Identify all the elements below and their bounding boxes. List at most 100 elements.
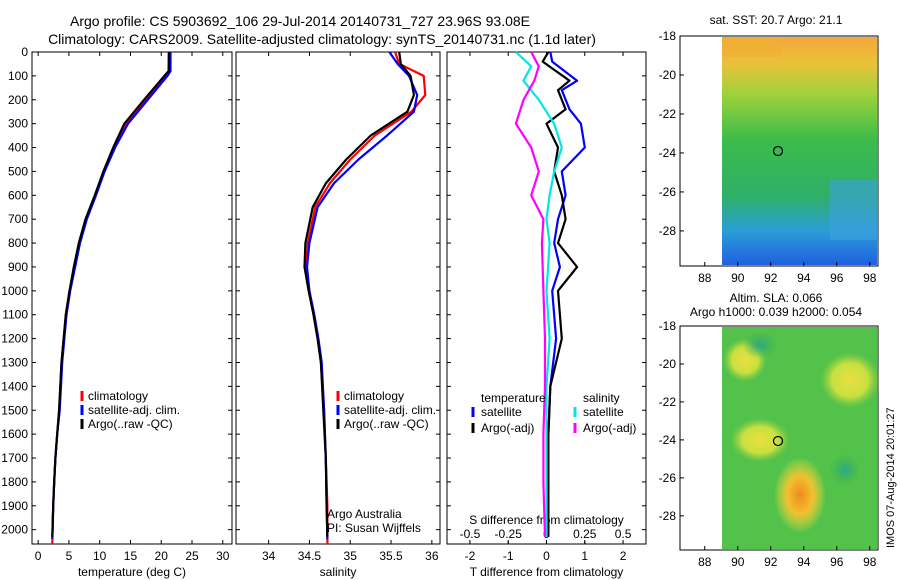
sla-yellow-patch xyxy=(730,418,790,462)
legend-label: Argo(..raw -QC) xyxy=(88,417,173,431)
sst-warm-patch xyxy=(722,37,782,57)
y-tick-label: 200 xyxy=(8,93,28,107)
legend-label: satellite xyxy=(583,405,624,419)
legend-label: Argo(..raw -QC) xyxy=(344,417,429,431)
series-line-salinity-argo-adj- xyxy=(514,51,547,537)
y-tick-label: 1500 xyxy=(1,403,28,417)
sst-map: sat. SST: 20.7 Argo: 21.1 88 90 92 94 96 98 -1… xyxy=(659,13,879,285)
y-tick-label: 1100 xyxy=(2,308,28,322)
map-x-tick-label: 98 xyxy=(863,271,877,285)
x-tick-label: 0 xyxy=(35,549,42,563)
legend-group-title: temperature xyxy=(481,391,546,405)
sla-argo-marker xyxy=(772,435,784,447)
map-y-tick-label: -20 xyxy=(659,68,677,82)
x-tick-label: -1 xyxy=(503,549,514,563)
map-y-tick-label: -24 xyxy=(659,433,677,447)
x-tick-label: 5 xyxy=(66,549,73,563)
series-line-temperature-argo-adj- xyxy=(541,51,579,537)
y-tick-label: 1600 xyxy=(1,427,28,441)
legend-label: satellite-adj. clim. xyxy=(88,403,180,417)
x-tick-label: -2 xyxy=(465,549,476,563)
legend-label: Argo(-adj) xyxy=(481,421,534,435)
x-tick-label: 1 xyxy=(581,549,588,563)
y-tick-label: 400 xyxy=(8,141,28,155)
map-y-tick-label: -28 xyxy=(659,224,677,238)
map-x-tick-label: 94 xyxy=(797,271,811,285)
y-tick-label: 1200 xyxy=(1,332,28,346)
y-tick-label: 0 xyxy=(21,45,28,59)
x-axis-label: temperature (deg C) xyxy=(78,565,186,579)
x-tick-label: 20 xyxy=(155,549,169,563)
map-y-tick-label: -26 xyxy=(659,471,677,485)
y-tick-label: 1300 xyxy=(1,355,28,369)
map-x-tick-label: 96 xyxy=(830,555,844,569)
map-y-tick-label: -24 xyxy=(659,146,677,160)
x-tick-label: 0 xyxy=(543,549,550,563)
x-tick-label: 25 xyxy=(185,549,199,563)
map-y-tick-label: -22 xyxy=(659,107,677,121)
map-x-tick-label: 92 xyxy=(764,555,778,569)
x2-tick-label: 0.5 xyxy=(615,527,632,541)
x-tick-label: 36 xyxy=(425,549,439,563)
map-x-tick-label: 88 xyxy=(698,271,712,285)
sst-cool-patch xyxy=(830,180,877,240)
x-axis-label: T difference from climatology xyxy=(470,565,624,579)
series-line-argo-raw-qc- xyxy=(51,51,171,537)
sla-map-title-line1: Altim. SLA: 0.066 xyxy=(730,291,823,305)
x-tick-label: 35 xyxy=(344,549,358,563)
x2-tick-label: -0.25 xyxy=(495,527,523,541)
plot-frame xyxy=(235,51,441,545)
sla-map: Altim. SLA: 0.066 Argo h1000: 0.039 h200… xyxy=(659,291,880,569)
map-x-tick-label: 90 xyxy=(731,271,745,285)
y-tick-label: 600 xyxy=(8,188,28,202)
x-axis-label: salinity xyxy=(320,565,357,579)
sla-map-axes: 88 90 92 94 96 98 -18 -20 -22 -24 -26 -28 xyxy=(659,319,877,569)
map-x-tick-label: 98 xyxy=(863,555,877,569)
x-tick-label: 2 xyxy=(620,549,627,563)
x2-tick-label: 0.25 xyxy=(573,527,597,541)
y-tick-label: 1800 xyxy=(1,475,28,489)
sla-orange-patch xyxy=(774,457,826,533)
temperature-panel: 0100200300400500600700800900100011001200… xyxy=(1,45,233,579)
y-tick-label: 1900 xyxy=(1,499,28,513)
x-tick-label: 34.5 xyxy=(298,549,322,563)
x-tick-label: 15 xyxy=(124,549,138,563)
sst-map-axes: 88 90 92 94 96 98 -18 -20 -22 -24 -26 -28 xyxy=(659,29,877,285)
pi-label: PI: Susan Wijffels xyxy=(327,521,421,535)
y-tick-label: 900 xyxy=(8,260,28,274)
legend-label: climatology xyxy=(88,389,148,403)
institution-label: Argo Australia xyxy=(327,507,402,521)
sla-teal-patch xyxy=(742,331,778,359)
x-tick-label: 34 xyxy=(262,549,276,563)
sst-argo-marker xyxy=(772,145,784,157)
map-y-tick-label: -22 xyxy=(659,395,677,409)
map-x-tick-label: 90 xyxy=(731,555,745,569)
x-tick-label: 30 xyxy=(216,549,230,563)
x2-tick-label: -0.5 xyxy=(460,527,481,541)
map-y-tick-label: -28 xyxy=(659,509,677,523)
series-line-salinity-satellite xyxy=(515,51,563,537)
legend-label: Argo(-adj) xyxy=(583,421,636,435)
y-tick-label: 300 xyxy=(8,117,28,131)
sla-teal-patch xyxy=(829,454,861,486)
y-tick-label: 1400 xyxy=(1,379,28,393)
y-tick-label: 100 xyxy=(8,69,28,83)
map-y-tick-label: -18 xyxy=(659,29,677,43)
y-tick-label: 800 xyxy=(8,236,28,250)
map-x-tick-label: 94 xyxy=(797,555,811,569)
imos-stamp: IMOS 07-Aug-2014 20:01:27 xyxy=(885,407,897,548)
y-tick-label: 1700 xyxy=(1,451,28,465)
sla-yellow-patch xyxy=(820,352,880,408)
legend-label: satellite-adj. clim. xyxy=(344,403,436,417)
map-x-tick-label: 88 xyxy=(698,555,712,569)
y-tick-label: 700 xyxy=(8,212,28,226)
legend-label: climatology xyxy=(344,389,404,403)
map-y-tick-label: -20 xyxy=(659,357,677,371)
sla-map-title-line2: Argo h1000: 0.039 h2000: 0.054 xyxy=(690,305,862,319)
figure-title-line1: Argo profile: CS 5903692_106 29-Jul-2014… xyxy=(70,13,530,29)
difference-panel: -2 -1 0 1 2 T difference from climatology -0.5… xyxy=(446,51,647,579)
map-y-tick-label: -26 xyxy=(659,185,677,199)
y-tick-label: 1000 xyxy=(1,284,28,298)
x-tick-label: 10 xyxy=(93,549,107,563)
